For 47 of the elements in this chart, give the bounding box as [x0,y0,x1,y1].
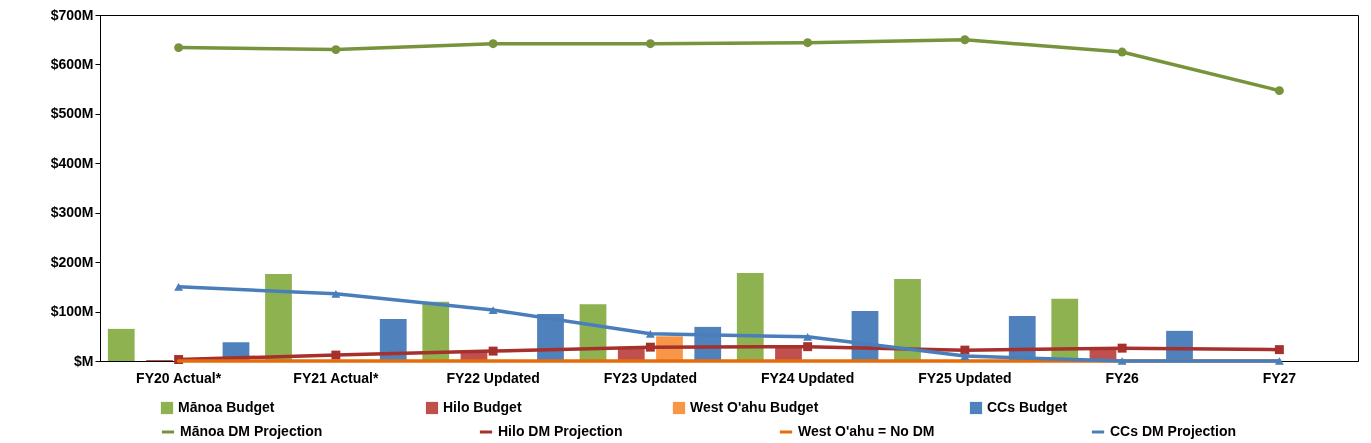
bar [894,278,921,361]
point [803,38,813,48]
legend-label: Hilo Budget [443,399,522,415]
point [803,332,813,341]
point [645,329,655,338]
point [488,39,498,49]
y-tick-label: $100M [50,303,94,320]
point [331,45,341,55]
x-tick-label: FY20 Actual* [136,369,222,386]
point [1117,343,1127,353]
point [1274,86,1284,96]
point [1117,357,1127,365]
x-tick-label: FY21 Actual* [293,369,379,386]
point [1274,345,1284,355]
point [488,346,498,356]
point [331,289,341,298]
point [488,306,498,314]
point [174,43,184,53]
x-tick-label: FY22 Updated [446,369,540,386]
point [645,39,655,49]
point [960,35,970,45]
point [645,342,655,352]
x-tick-label: FY25 Updated [918,369,1012,386]
bar [107,328,135,361]
point [174,282,184,291]
point [1274,357,1284,365]
x-tick-label: FY23 Updated [603,369,698,386]
legend-label: West O'ahu Budget [690,399,819,415]
y-tick-label: $300M [50,204,94,221]
legend-label: CCs DM Projection [1110,423,1237,439]
legend-label: Hilo DM Projection [498,423,623,439]
legend-label: Mānoa Budget [178,399,275,415]
legend-label: West O'ahu = No DM [798,423,935,439]
y-tick-label: $400M [50,154,94,171]
y-tick-label: $M [74,352,94,369]
legend-label: CCs Budget [987,399,1068,415]
point [1117,47,1127,57]
x-tick-label: FY27 [1262,369,1297,386]
x-tick-label: FY26 [1105,369,1140,386]
legend-label: Mānoa DM Projection [180,423,323,439]
y-tick-label: $700M [50,6,94,23]
point [960,352,970,360]
point [803,342,813,352]
y-tick-label: $500M [50,105,94,122]
y-tick-label: $600M [50,55,94,72]
y-tick-label: $200M [50,253,94,270]
x-tick-label: FY24 Updated [760,369,855,386]
